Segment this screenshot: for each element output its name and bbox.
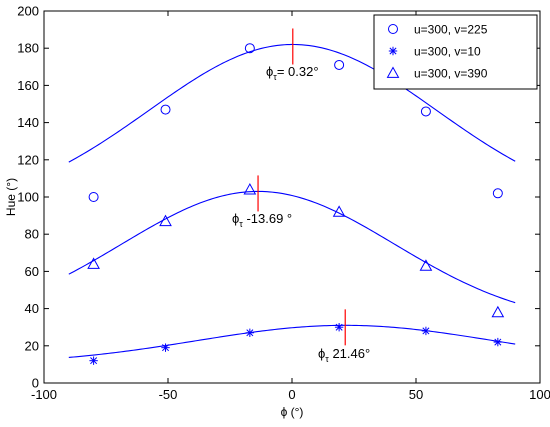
fit-curve-3 <box>68 190 516 304</box>
peak-annotation-3: ϕτ -13.69 ° <box>232 211 292 229</box>
y-tick-label-20: 20 <box>25 338 39 353</box>
legend-marker-2-stroke-3 <box>389 47 397 55</box>
y-tick-label-160: 160 <box>17 78 39 93</box>
y-tick-label-200: 200 <box>17 4 39 19</box>
data-point-1-1 <box>88 192 99 202</box>
legend-box <box>373 14 538 90</box>
x-tick-label-50: 50 <box>409 387 423 402</box>
y-tick-label-60: 60 <box>25 264 39 279</box>
legend-label-3: u=300, v=390 <box>414 67 488 81</box>
x-axis-label: ϕ (°) <box>281 405 304 419</box>
legend: u=300, v=225 u=300, v=10 u=300, v=390 <box>373 14 538 90</box>
peak-markers <box>257 28 346 346</box>
axis-ticks: -100 -50 0 50 100 0 20 40 60 80 100 120 140 160 180 200 <box>17 4 550 403</box>
fit-curve-1 <box>68 43 516 163</box>
data-point-2-2 <box>161 343 170 352</box>
data-point-3-5 <box>419 259 433 271</box>
x-tick-label--100: -100 <box>31 387 57 402</box>
data-point-2-6-stroke-3 <box>494 338 502 346</box>
fit-curve-2 <box>68 324 516 358</box>
peak-annotation-2: ϕτ 21.46° <box>318 346 370 364</box>
x-tick-label--50: -50 <box>159 387 178 402</box>
data-point-2-1 <box>89 356 98 365</box>
data-point-1-6 <box>492 188 503 199</box>
data-point-2-3-stroke-3 <box>246 329 254 337</box>
data-point-2-1-stroke-3 <box>90 357 98 365</box>
y-tick-label-40: 40 <box>25 301 39 316</box>
y-tick-label-120: 120 <box>17 152 39 167</box>
legend-label-1: u=300, v=225 <box>414 23 488 37</box>
data-point-1-5 <box>420 106 431 117</box>
data-point-2-4 <box>334 323 344 332</box>
data-point-3-4 <box>332 205 346 217</box>
x-tick-label-100: 100 <box>529 387 550 402</box>
data-point-3-3 <box>243 183 257 195</box>
legend-marker-1 <box>388 24 398 34</box>
y-tick-label-180: 180 <box>17 41 39 56</box>
data-point-2-3 <box>245 328 255 337</box>
data-point-2-5 <box>421 326 431 336</box>
y-tick-label-80: 80 <box>25 227 39 242</box>
legend-marker-3 <box>386 66 400 78</box>
data-point-1-2 <box>160 104 171 115</box>
y-axis-label: Hue (°) <box>4 178 18 216</box>
x-tick-label-0: 0 <box>288 387 295 402</box>
y-tick-label-100: 100 <box>17 190 39 205</box>
data-point-1-4 <box>334 59 345 70</box>
peak-annotations: ϕτ= 0.32° ϕτ 21.46° ϕτ -13.69 ° <box>232 64 370 364</box>
data-markers <box>87 43 505 365</box>
y-tick-label-140: 140 <box>17 115 39 130</box>
peak-annotation-1: ϕτ= 0.32° <box>266 64 319 82</box>
legend-marker-2 <box>388 46 398 56</box>
y-tick-label-0: 0 <box>32 376 39 391</box>
data-point-3-1 <box>87 257 100 269</box>
data-point-3-2 <box>159 214 172 227</box>
fit-curves <box>68 43 516 358</box>
legend-label-2: u=300, v=10 <box>414 45 481 59</box>
data-point-2-6 <box>493 337 503 347</box>
data-point-3-6 <box>491 305 505 318</box>
data-point-2-4-stroke-3 <box>335 323 343 331</box>
data-point-2-5-stroke-3 <box>422 327 430 335</box>
data-point-2-2-stroke-3 <box>162 344 170 352</box>
data-point-1-3 <box>244 43 255 54</box>
